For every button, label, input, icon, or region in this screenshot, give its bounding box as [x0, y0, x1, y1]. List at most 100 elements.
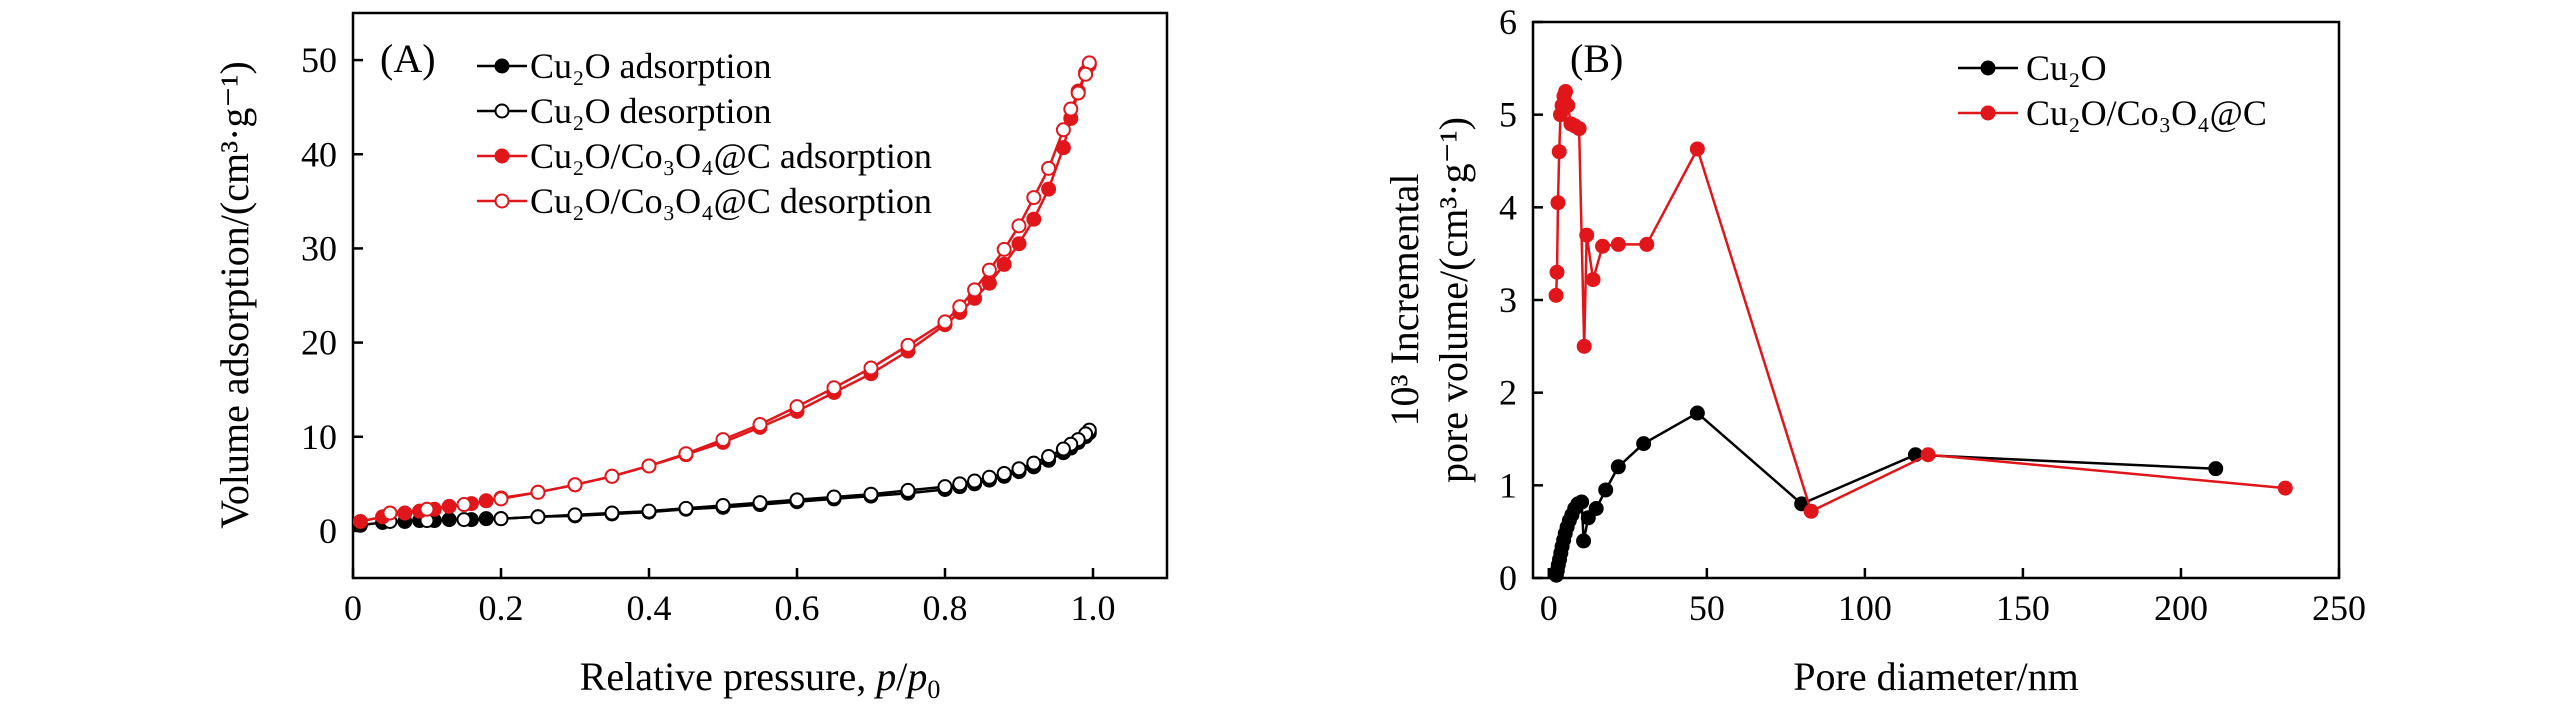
- chart-b-y-tick-label: 3: [1499, 280, 1517, 320]
- chart-a-series-3-point: [937, 314, 953, 330]
- chart-a-series-1-point: [826, 489, 842, 505]
- chart-a-series-2-point: [1041, 181, 1057, 197]
- chart-a-series-3-point: [419, 501, 435, 517]
- chart-a-series-1-point: [678, 500, 694, 516]
- chart-a-series-1-point: [530, 509, 546, 525]
- chart-b-series-0-point: [1598, 482, 1614, 498]
- chart-a-series-3-point: [826, 380, 842, 396]
- legend-marker: [494, 103, 510, 119]
- chart-a-y-axis-title: Volume adsorption/(cm³·g⁻¹): [212, 61, 257, 529]
- chart-a-x-tick-label: 0: [344, 588, 362, 628]
- chart-b-series-1-point: [1579, 227, 1595, 243]
- chart-a-series-3-point: [530, 484, 546, 500]
- chart-b-x-tick-label: 250: [2312, 588, 2366, 628]
- chart-a-series-3-point: [1041, 160, 1057, 176]
- chart-b-x-tick-label: 150: [1996, 588, 2050, 628]
- chart-b-panel-label: (B): [1570, 36, 1623, 81]
- chart-a-series-1-point: [715, 497, 731, 513]
- chart-b-series-0-point: [1574, 494, 1590, 510]
- chart-a-y-tick-label: 50: [301, 40, 337, 80]
- chart-a-panel-label: (A): [380, 36, 436, 81]
- chart-b-series-1-point: [1549, 264, 1565, 280]
- chart-b-y-tick-label: 2: [1499, 373, 1517, 413]
- chart-b-series-1-point: [1585, 272, 1601, 288]
- chart-a-y-tick-label: 0: [319, 511, 337, 551]
- chart-a-series-1-point: [1041, 449, 1057, 465]
- chart-b-series-1-point: [1560, 97, 1576, 113]
- legend-label-composite-adsorption: Cu₂O/Co₃O₄@C adsorption: [530, 136, 932, 176]
- chart-b-y-tick-label: 6: [1499, 2, 1517, 42]
- chart-a-series-3-point: [493, 491, 509, 507]
- chart-b-series-1-point: [2277, 480, 2293, 496]
- chart-a-y-tick-label: 40: [301, 134, 337, 174]
- chart-a-series: [352, 55, 1097, 533]
- chart-a-series-3-point: [1026, 190, 1042, 206]
- legend-label-cu2o-adsorption: Cu₂O adsorption: [530, 46, 772, 86]
- chart-b-series-1-point: [1548, 287, 1564, 303]
- chart-a-series-1-point: [863, 486, 879, 502]
- chart-b-y-tick-label: 0: [1499, 558, 1517, 598]
- chart-b: 0 50 100 150 200 250 0 1 2 3 4 5 6 (B) Cu₂O Cu₂O/Co…: [1382, 2, 2366, 699]
- chart-b-y-axis-title-line1: 10³ Incremental: [1382, 174, 1427, 427]
- chart-b-legend: Cu₂O Cu₂O/Co₃O₄@C: [1958, 48, 2267, 133]
- chart-a-series-1-point: [937, 479, 953, 495]
- chart-b-series-1-point: [1803, 503, 1819, 519]
- legend-label-composite: Cu₂O/Co₃O₄@C: [2026, 93, 2267, 133]
- chart-a-series-3-point: [641, 458, 657, 474]
- chart-a-y-ticks: 0 10 20 30 40 50: [301, 40, 363, 551]
- chart-b-series-1-point: [1689, 141, 1705, 157]
- chart-a-x-tick-label: 0.2: [479, 588, 524, 628]
- chart-a-series-1-point: [567, 507, 583, 523]
- chart-b-series-0-point: [1576, 533, 1592, 549]
- chart-a-y-tick-label: 20: [301, 323, 337, 363]
- chart-b-x-axis-title: Pore diameter/nm: [1793, 654, 2078, 699]
- chart-a-series-3-point: [900, 337, 916, 353]
- legend-item-cu2o: Cu₂O: [1958, 48, 2107, 88]
- chart-a-series-1-point: [641, 503, 657, 519]
- chart-a-series-1-point: [900, 482, 916, 498]
- chart-a-series-1-point: [967, 473, 983, 489]
- chart-b-y-axis-title-line2: pore volume/(cm³·g⁻¹): [1431, 117, 1476, 483]
- chart-a-series-1-point: [752, 495, 768, 511]
- chart-a-series-2-point: [352, 514, 368, 529]
- chart-a-series-3-point: [952, 299, 968, 315]
- legend-marker: [494, 58, 510, 74]
- chart-b-x-tick-label: 50: [1689, 588, 1725, 628]
- chart-a-series-1-line: [389, 429, 1091, 523]
- chart-a-series-3-point: [1078, 66, 1094, 82]
- chart-b-series-0-point: [2208, 461, 2224, 477]
- legend-marker: [1980, 105, 1996, 121]
- chart-b-series-0-point: [1636, 436, 1652, 452]
- chart-a-series-3-point: [382, 505, 398, 521]
- chart-a-series-3-point: [1070, 85, 1086, 101]
- legend-item-cu2o-adsorption: Cu₂O adsorption: [477, 46, 772, 86]
- chart-a-series-1-point: [952, 476, 968, 492]
- chart-b-series-1-point: [1571, 121, 1587, 137]
- chart-b-y-tick-label: 5: [1499, 95, 1517, 135]
- chart-a-x-tick-label: 0.4: [627, 588, 672, 628]
- chart-a-series-1-point: [1055, 441, 1071, 457]
- chart-b-series-1-point: [1595, 238, 1611, 254]
- chart-b-series: [1548, 84, 2293, 583]
- chart-b-series-0-point: [1580, 510, 1596, 526]
- legend-marker: [1980, 60, 1996, 76]
- chart-a-series-1-point: [493, 511, 509, 527]
- chart-b-series-0-line: [1555, 411, 2216, 576]
- chart-a-series-3-point: [604, 468, 620, 484]
- chart-a-series-3-point: [715, 432, 731, 448]
- legend-label-cu2o: Cu₂O: [2026, 48, 2107, 88]
- chart-a-legend: Cu₂O adsorption Cu₂O desorption Cu₂O/Co₃…: [477, 46, 932, 221]
- legend-marker: [494, 148, 510, 164]
- chart-a-series-2-point: [1011, 236, 1027, 252]
- chart-b-series-1-point: [1558, 84, 1574, 99]
- chart-a-series-1-point: [1011, 461, 1027, 477]
- chart-a-series-3-point: [1055, 122, 1071, 138]
- legend-label-composite-desorption: Cu₂O/Co₃O₄@C desorption: [530, 181, 932, 221]
- chart-a-series-1-point: [981, 469, 997, 485]
- chart-a-x-tick-label: 0.8: [923, 588, 968, 628]
- chart-a-series-3-point: [789, 399, 805, 415]
- chart-a-series-3-point: [1063, 101, 1079, 117]
- chart-a-y-tick-label: 30: [301, 228, 337, 268]
- legend-marker: [494, 193, 510, 209]
- chart-a-series-2-point: [1026, 211, 1042, 227]
